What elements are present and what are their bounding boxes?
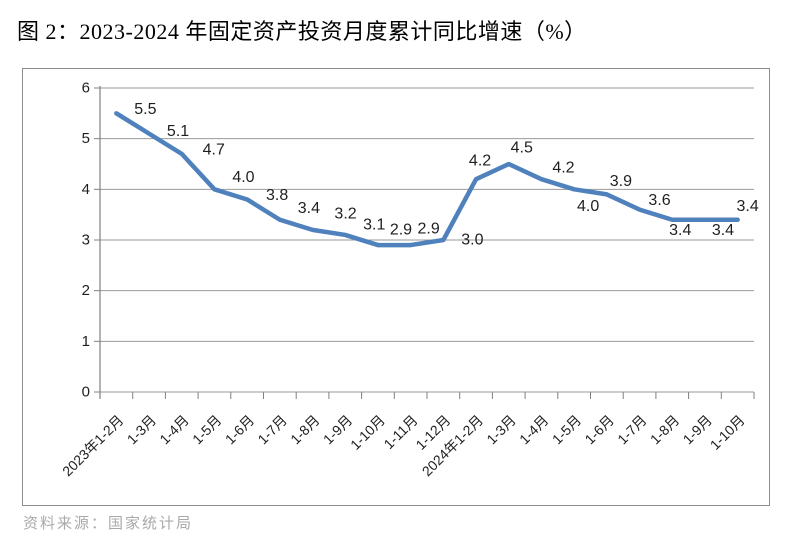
y-axis-label: 5 xyxy=(82,130,90,147)
data-label: 4.2 xyxy=(469,153,491,170)
data-label: 3.4 xyxy=(737,198,759,215)
x-axis-label: 1-7月 xyxy=(614,412,650,448)
x-axis-label: 1-6月 xyxy=(222,412,258,448)
chart-title: 图 2：2023-2024 年固定资产投资月度累计同比增速（%） xyxy=(17,19,587,44)
x-axis-label: 1-4月 xyxy=(516,412,552,448)
data-label: 3.1 xyxy=(363,216,385,233)
data-label: 3.4 xyxy=(298,200,320,217)
x-axis-label: 1-6月 xyxy=(581,412,617,448)
x-axis-label: 1-10月 xyxy=(347,412,388,453)
data-label: 4.2 xyxy=(552,160,574,177)
data-label: 3.4 xyxy=(669,222,691,239)
data-label: 3.9 xyxy=(610,173,632,190)
y-axis-label: 6 xyxy=(82,80,90,97)
data-label: 5.1 xyxy=(167,123,189,140)
x-axis-label: 1-3月 xyxy=(124,412,160,448)
x-axis-label: 1-5月 xyxy=(549,412,585,448)
data-label: 2.9 xyxy=(390,222,412,239)
y-axis-label: 3 xyxy=(82,232,90,249)
data-label: 3.4 xyxy=(712,222,734,239)
y-axis-label: 2 xyxy=(82,282,90,299)
data-series-line xyxy=(114,111,740,248)
x-axis-label: 1-7月 xyxy=(254,412,290,448)
data-label: 4.0 xyxy=(577,198,599,215)
x-axis-label: 1-5月 xyxy=(189,412,225,448)
y-axis-label: 1 xyxy=(82,333,90,350)
x-axis-label: 2023年1-2月 xyxy=(59,412,126,479)
x-axis-label: 1-11月 xyxy=(380,412,420,452)
data-label: 4.5 xyxy=(511,140,533,157)
y-axis-label: 0 xyxy=(82,384,90,401)
data-label: 3.2 xyxy=(334,205,356,222)
data-label: 4.0 xyxy=(232,169,254,186)
x-axis-label: 1-8月 xyxy=(287,412,323,448)
data-label: 5.5 xyxy=(134,101,156,118)
source-note: 资料来源：国家统计局 xyxy=(23,516,194,532)
data-label: 3.6 xyxy=(648,192,670,209)
data-label: 2.9 xyxy=(418,221,440,238)
x-axis-label: 1-3月 xyxy=(483,412,519,448)
x-axis-label: 1-10月 xyxy=(707,412,748,453)
data-label: 3.0 xyxy=(461,232,483,249)
line-chart: 0 1 2 3 4 5 6 5.5 5.1 4.7 4.0 3.8 3.4 3.2 3.1 2.9 2.9 3.0… xyxy=(59,80,759,480)
chart-plot-container: 0 1 2 3 4 5 6 5.5 5.1 4.7 4.0 3.8 3.4 3.2 3.1 2.9 2.9 3.0… xyxy=(22,68,770,506)
x-axis-label: 1-4月 xyxy=(156,412,192,448)
y-axis-label: 4 xyxy=(82,181,90,198)
data-label: 3.8 xyxy=(266,187,288,204)
x-axis-label: 1-8月 xyxy=(647,412,683,448)
data-label: 4.7 xyxy=(203,141,225,158)
